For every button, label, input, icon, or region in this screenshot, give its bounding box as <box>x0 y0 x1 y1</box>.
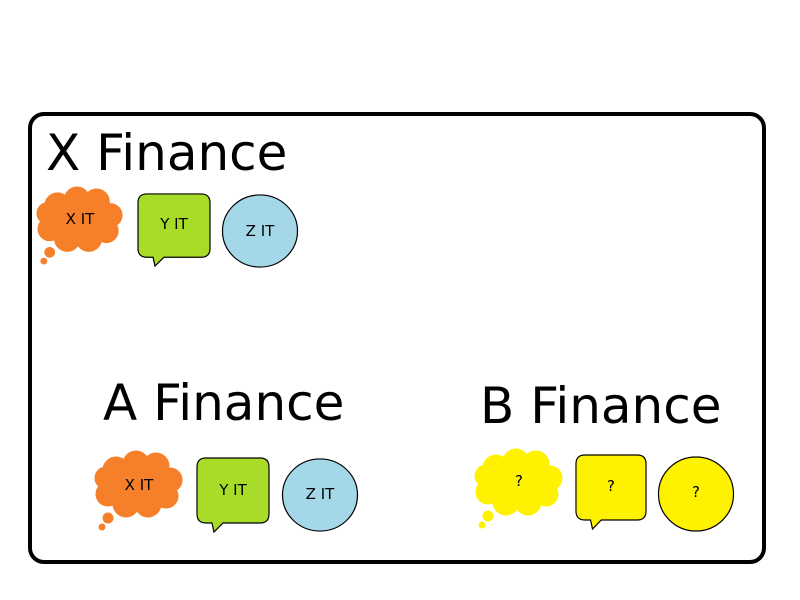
speech-bubble-icon: Y IT <box>137 193 211 268</box>
bubble-label: Y IT <box>160 215 188 233</box>
cloud-icon: X IT <box>94 450 184 532</box>
bubble-label: X IT <box>124 476 154 494</box>
bubble-label: ? <box>692 483 700 501</box>
bubble-label: Y IT <box>219 481 247 499</box>
bubble-label: Z IT <box>245 222 275 240</box>
group-title-x: X Finance <box>46 124 288 182</box>
circle-icon: Z IT <box>221 193 299 269</box>
bubble-label: X IT <box>65 210 95 228</box>
speech-bubble-icon: Y IT <box>196 457 270 534</box>
circle-icon: ? <box>657 455 735 533</box>
group-title-b: B Finance <box>480 377 722 435</box>
bubble-label: ? <box>515 472 523 490</box>
cloud-icon: X IT <box>36 186 124 266</box>
circle-icon: Z IT <box>281 457 359 533</box>
bubble-label: Z IT <box>305 485 335 503</box>
group-title-a: A Finance <box>103 374 345 432</box>
speech-bubble-icon: ? <box>575 454 647 531</box>
cloud-icon: ? <box>474 448 564 530</box>
bubble-label: ? <box>607 477 615 495</box>
